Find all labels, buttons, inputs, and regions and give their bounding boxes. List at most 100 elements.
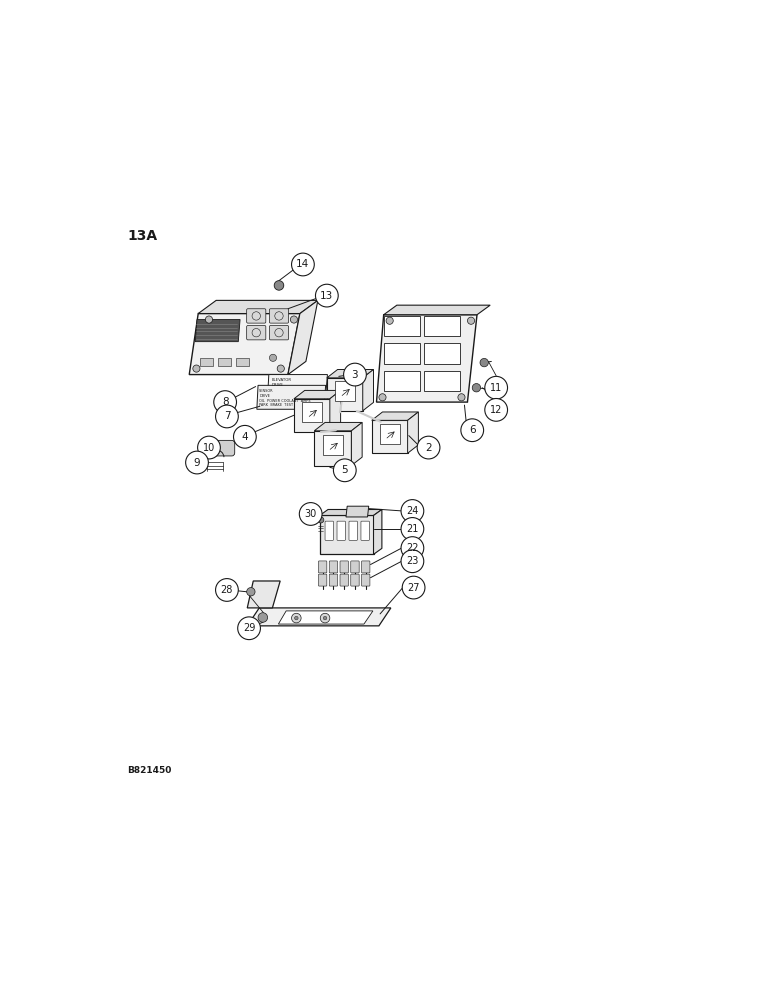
Polygon shape — [384, 371, 420, 391]
Text: PARK  BRAKE  TEST: PARK BRAKE TEST — [259, 403, 293, 407]
Circle shape — [300, 503, 322, 525]
Polygon shape — [384, 305, 490, 315]
Polygon shape — [346, 506, 369, 517]
Text: 22: 22 — [406, 543, 418, 553]
Circle shape — [258, 613, 268, 622]
Text: 14: 14 — [296, 259, 310, 269]
Circle shape — [472, 384, 481, 392]
Polygon shape — [327, 378, 363, 411]
Circle shape — [292, 613, 301, 623]
Text: 21: 21 — [406, 524, 418, 534]
Polygon shape — [372, 420, 408, 453]
FancyBboxPatch shape — [247, 326, 266, 340]
Polygon shape — [189, 314, 300, 375]
Circle shape — [215, 579, 239, 601]
Circle shape — [205, 316, 212, 323]
FancyBboxPatch shape — [361, 521, 369, 540]
Circle shape — [269, 354, 276, 361]
Polygon shape — [314, 431, 351, 466]
Circle shape — [402, 576, 425, 599]
Polygon shape — [425, 343, 460, 364]
Polygon shape — [320, 515, 374, 554]
Polygon shape — [294, 399, 330, 432]
Circle shape — [290, 316, 297, 323]
Text: 29: 29 — [243, 623, 256, 633]
Text: DRIVE: DRIVE — [272, 383, 283, 387]
Text: 6: 6 — [469, 425, 476, 435]
Circle shape — [274, 281, 284, 290]
Polygon shape — [320, 509, 382, 515]
Circle shape — [320, 613, 330, 623]
Text: 7: 7 — [224, 411, 230, 421]
Circle shape — [468, 317, 475, 324]
Polygon shape — [384, 343, 420, 364]
Text: DRIVE: DRIVE — [259, 394, 270, 398]
Circle shape — [386, 317, 393, 324]
Text: 11: 11 — [490, 383, 503, 393]
Polygon shape — [288, 300, 318, 375]
Polygon shape — [236, 358, 249, 366]
Polygon shape — [425, 316, 460, 336]
Text: 27: 27 — [408, 583, 420, 593]
Polygon shape — [218, 358, 231, 366]
Circle shape — [458, 394, 465, 401]
Text: 5: 5 — [341, 465, 348, 475]
Circle shape — [277, 365, 284, 372]
Circle shape — [401, 537, 424, 559]
Text: B821450: B821450 — [127, 766, 172, 775]
Text: SENSOR: SENSOR — [259, 389, 274, 393]
FancyBboxPatch shape — [329, 574, 337, 586]
Text: 24: 24 — [406, 506, 418, 516]
Polygon shape — [377, 315, 477, 402]
Polygon shape — [257, 385, 326, 409]
Polygon shape — [351, 422, 362, 466]
Circle shape — [379, 394, 386, 401]
Polygon shape — [380, 424, 400, 444]
Text: 13A: 13A — [127, 229, 157, 243]
FancyBboxPatch shape — [319, 574, 327, 586]
Circle shape — [316, 284, 338, 307]
Text: 4: 4 — [242, 432, 248, 442]
Polygon shape — [335, 381, 354, 401]
Text: 12: 12 — [490, 405, 503, 415]
FancyBboxPatch shape — [269, 326, 289, 340]
Circle shape — [401, 500, 424, 522]
Polygon shape — [363, 369, 374, 411]
Polygon shape — [372, 412, 418, 420]
Circle shape — [485, 399, 507, 421]
Circle shape — [401, 518, 424, 540]
Circle shape — [344, 363, 367, 386]
Text: 9: 9 — [194, 458, 200, 468]
FancyBboxPatch shape — [319, 561, 327, 573]
Circle shape — [323, 616, 327, 620]
Circle shape — [214, 391, 236, 413]
Text: 3: 3 — [352, 370, 358, 380]
Circle shape — [461, 419, 483, 442]
Circle shape — [485, 376, 507, 399]
Polygon shape — [314, 422, 362, 431]
Text: OIL  POWER COOLANT  AMPS: OIL POWER COOLANT AMPS — [259, 399, 311, 403]
Circle shape — [198, 436, 220, 459]
Circle shape — [417, 436, 440, 459]
Circle shape — [292, 253, 314, 276]
FancyBboxPatch shape — [361, 561, 370, 573]
Polygon shape — [323, 435, 343, 455]
FancyBboxPatch shape — [361, 574, 370, 586]
FancyBboxPatch shape — [247, 309, 266, 323]
FancyBboxPatch shape — [340, 574, 348, 586]
Polygon shape — [198, 300, 318, 314]
Text: ELEVATOR: ELEVATOR — [272, 378, 292, 382]
Text: 23: 23 — [406, 556, 418, 566]
Polygon shape — [294, 390, 340, 399]
FancyBboxPatch shape — [350, 574, 359, 586]
Circle shape — [238, 617, 260, 640]
Text: 30: 30 — [305, 509, 317, 519]
Text: 10: 10 — [203, 443, 215, 453]
Circle shape — [295, 616, 298, 620]
Circle shape — [185, 451, 208, 474]
Polygon shape — [330, 390, 340, 432]
Polygon shape — [327, 369, 374, 378]
Circle shape — [193, 365, 200, 372]
Circle shape — [215, 405, 239, 428]
FancyBboxPatch shape — [349, 521, 357, 540]
